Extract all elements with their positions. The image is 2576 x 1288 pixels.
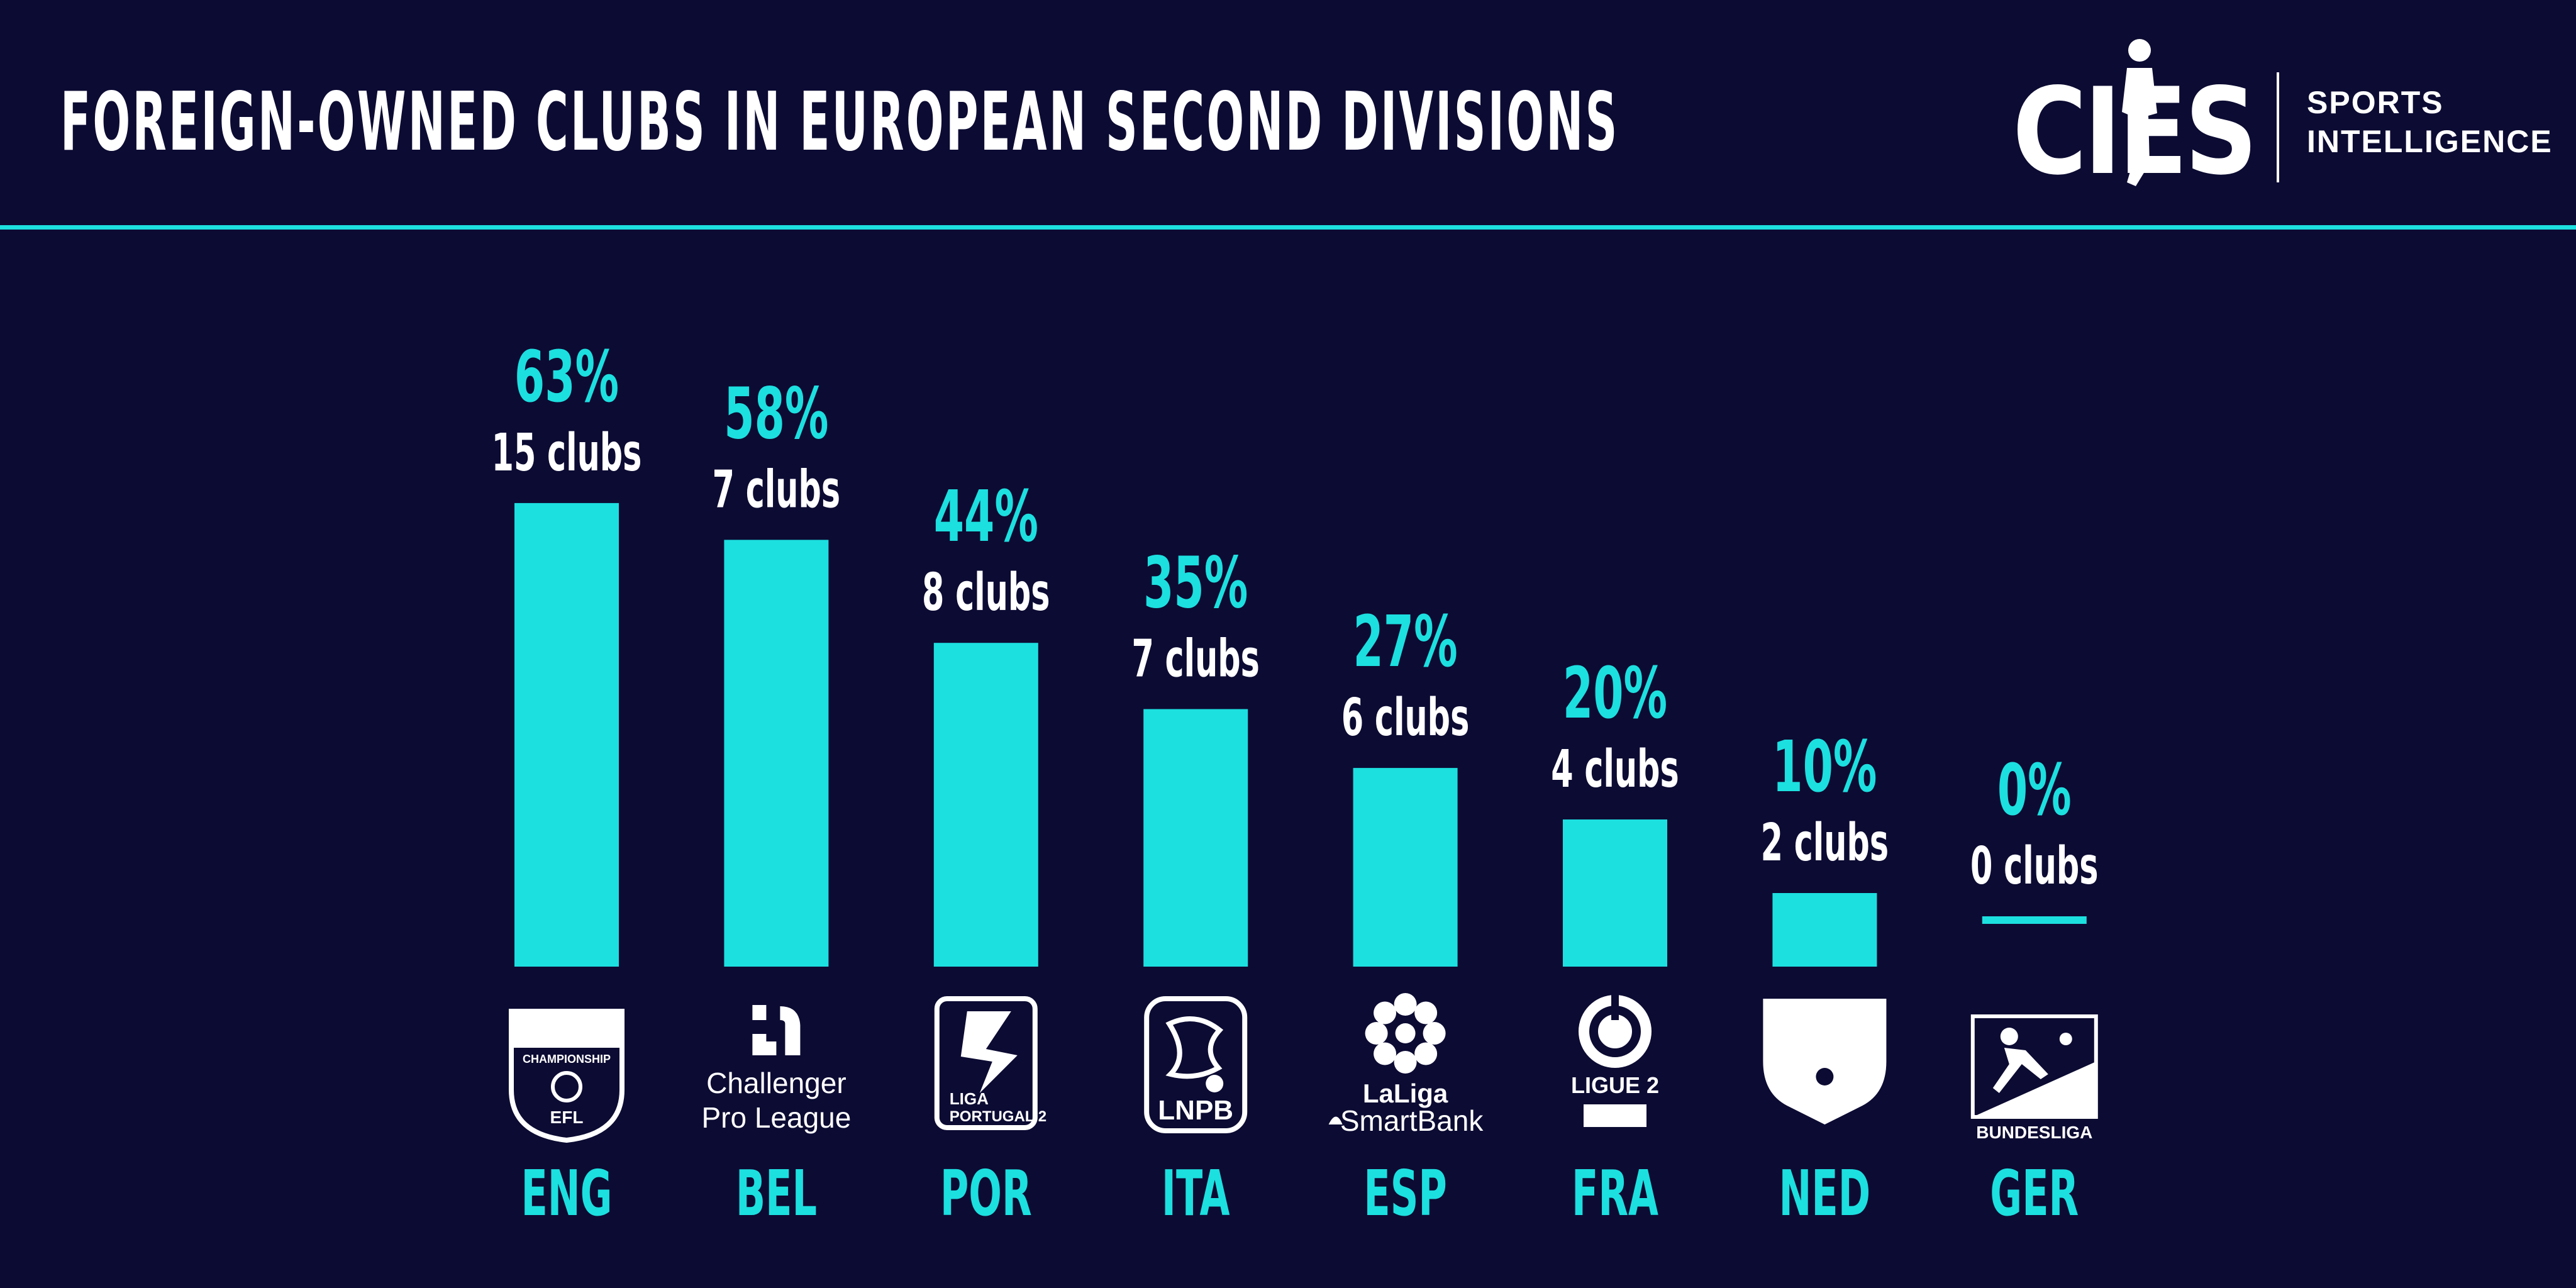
player-icon [1165,1016,1224,1079]
laliga-petal-icon [1414,1001,1438,1024]
laliga-petal-icon [1365,1022,1388,1045]
cpl-mark-icon [752,1005,767,1020]
league-logo-text: divisie [1799,1083,1850,1102]
league-logo-text: LIGA [950,1089,989,1108]
data-label-percent: 20% [1563,653,1667,735]
bar-por [933,643,1038,967]
ball-icon [1816,1068,1834,1085]
data-label-percent: 10% [1772,726,1877,808]
logo-tagline-line2: INTELLIGENCE [2307,124,2553,159]
data-label-clubs: 6 clubs [1341,689,1469,748]
bar-ita [1143,709,1248,967]
bar-ned [1772,893,1877,967]
footballer-figure-icon [2122,39,2157,186]
x-tick-label: BEL [736,1157,817,1230]
data-label-clubs: 15 clubs [492,423,642,483]
ball-icon [1206,1075,1224,1092]
bkt-band [1584,1104,1646,1127]
bar-eng [514,502,619,967]
laliga-petal-icon [1394,993,1417,1016]
data-label-clubs: 8 clubs [922,564,1050,623]
data-label-percent: 0% [1997,750,2072,831]
laliga-petal-icon [1414,1042,1438,1065]
bar-fra [1563,819,1667,967]
sky-bet-championship-efl-logo: sky BET CHAMPIONSHIP EFL [509,1009,625,1143]
ball-icon [551,1071,582,1102]
x-tick-label: ITA [1162,1157,1230,1230]
bar-esp [1353,768,1458,967]
league-logo-text: Challenger [706,1067,846,1099]
bl2-triangle [1972,1062,2096,1117]
cpl-mark-icon [780,1006,801,1055]
lnpb-outline [1144,996,1248,1133]
league-logo-text: Kampioen [1773,1038,1876,1062]
laliga-petal-icon [1374,1001,1397,1024]
cies-logo: CIES SPORTS INTELLIGENCE [2012,38,2553,192]
league-logo-text: BKT [1594,1104,1636,1126]
ligue2-notch [1611,992,1619,1020]
league-logo-text: EFL [550,1108,584,1127]
ball-icon [1395,1023,1416,1043]
santander-flame-icon [1328,1116,1343,1124]
player-icon [1992,1048,2048,1093]
league-logo-text: Keuken [1786,1013,1863,1036]
league-logo-text: Pro League [701,1101,851,1134]
data-label-clubs: 4 clubs [1551,740,1679,799]
data-label-percent: 44% [934,476,1038,558]
lnpb-logo: LNPB [1144,996,1248,1133]
data-label-percent: 35% [1143,542,1248,624]
x-tick-label: POR [940,1157,1032,1230]
laliga-petal-icon [1394,1051,1417,1074]
sky-bet-band [511,1011,622,1048]
ball-icon [2059,1033,2072,1045]
logo-tagline-line1: SPORTS [2307,85,2444,120]
league-logo-text: sky BET [517,1018,616,1046]
league-logo-text: LIGUE 2 [1571,1072,1659,1098]
logo-tagline: SPORTS INTELLIGENCE [2307,83,2553,161]
x-tick-label: ESP [1363,1157,1446,1230]
x-tick-label: FRA [1572,1157,1658,1230]
ligue2-circle-icon [1579,995,1652,1068]
league-logo-text: CHAMPIONSHIP [523,1053,611,1065]
bar-bel [724,540,829,967]
header-rule [0,225,2576,230]
laliga-petal-icon [1374,1042,1397,1065]
x-tick-label: ENG [521,1157,612,1230]
x-tick-label: NED [1779,1157,1871,1230]
data-label-percent: 27% [1353,601,1458,683]
ligue-2-bkt-logo: LIGUE 2 BKT [1571,992,1659,1127]
player-icon [2000,1028,2018,1045]
league-logo-text: BUNDESLIGA [1976,1123,2092,1142]
league-logo-text: 2 [2063,1074,2086,1119]
kkd-shield [1763,999,1887,1124]
league-logo-text: LaLiga [1363,1079,1448,1108]
lp2-outline [934,996,1038,1130]
shield-outline [509,1009,625,1143]
logo-divider [2277,72,2279,182]
league-logo-text: SmartBank [1340,1104,1484,1137]
league-logo-text: PORTUGAL 2 [950,1108,1046,1125]
data-label-clubs: 7 clubs [713,460,840,520]
bar-ger [1982,916,2087,924]
lp2-mark-icon [960,1011,1018,1093]
laliga-petal-icon [1423,1022,1446,1045]
bundesliga-2-logo: 2 BUNDESLIGA [1970,1014,2098,1142]
data-label-clubs: 7 clubs [1131,630,1259,689]
page-title: FOREIGN-OWNED CLUBS IN EUROPEAN SECOND D… [60,75,1619,169]
x-tick-label: GER [1990,1157,2079,1230]
cpl-mark-icon [752,1034,777,1055]
data-label-percent: 58% [724,373,828,455]
data-label-clubs: 0 clubs [1970,836,2098,896]
data-label-clubs: 2 clubs [1761,813,1889,873]
league-logo-text: LNPB [1158,1095,1233,1126]
data-label-percent: 63% [514,336,619,418]
